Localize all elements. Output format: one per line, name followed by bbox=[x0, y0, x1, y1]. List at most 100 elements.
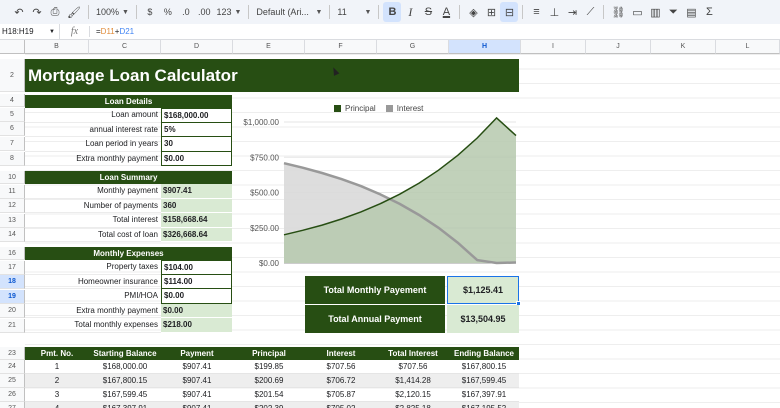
table-cell[interactable]: $907.41 bbox=[182, 376, 212, 385]
table-cell[interactable]: $2,120.15 bbox=[395, 390, 431, 399]
row-header-20[interactable]: 20 bbox=[0, 304, 25, 318]
row-header-10[interactable]: 10 bbox=[0, 171, 25, 184]
undo-icon[interactable]: ↶ bbox=[14, 6, 24, 19]
font-select[interactable]: Default (Ari... ▼ bbox=[256, 7, 323, 17]
pmi-hoa-input[interactable]: $0.00 bbox=[161, 289, 232, 304]
column-header-c[interactable]: C bbox=[89, 40, 161, 54]
more-formats-select[interactable]: 123 ▼ bbox=[216, 7, 242, 17]
row-header-27[interactable]: 27 bbox=[0, 402, 25, 408]
table-cell[interactable]: $167,397.91 bbox=[89, 402, 161, 408]
column-header-h[interactable]: H bbox=[449, 40, 521, 54]
row-header-18[interactable]: 18 bbox=[0, 275, 25, 289]
functions-icon[interactable]: Σ bbox=[705, 6, 713, 18]
total-monthly-payment-value[interactable]: $1,125.41 bbox=[447, 276, 521, 306]
column-header-e[interactable]: E bbox=[233, 40, 305, 54]
paint-format-icon[interactable]: 🖌 bbox=[67, 6, 81, 19]
table-cell[interactable]: 3 bbox=[54, 390, 60, 399]
formula-input[interactable]: =D11+D21 bbox=[96, 27, 135, 36]
monthly-payment-value[interactable]: $907.41 bbox=[161, 184, 232, 199]
row-header-17[interactable]: 17 bbox=[0, 261, 25, 275]
italic-icon[interactable]: I bbox=[408, 4, 413, 19]
property-taxes-input[interactable]: $104.00 bbox=[161, 260, 232, 275]
redo-icon[interactable]: ↷ bbox=[32, 6, 42, 19]
currency-format-button[interactable]: $ bbox=[147, 7, 153, 17]
homeowner-insurance-input[interactable]: $114.00 bbox=[161, 274, 232, 289]
total-monthly-expenses-value[interactable]: $218.00 bbox=[161, 318, 232, 333]
principal-interest-chart[interactable]: Principal Interest $1,000.00 $750.00 $500.… bbox=[237, 96, 519, 274]
insert-comment-icon[interactable]: ▭ bbox=[632, 6, 643, 19]
table-cell[interactable]: $907.41 bbox=[182, 390, 212, 399]
column-header-k[interactable]: K bbox=[651, 40, 716, 54]
row-header-25[interactable]: 25 bbox=[0, 374, 25, 388]
increase-decimal-button[interactable]: .00 bbox=[197, 7, 211, 17]
filter-views-icon[interactable]: ▤ bbox=[686, 6, 697, 19]
table-cell[interactable]: $706.72 bbox=[326, 376, 356, 385]
table-cell[interactable]: 2 bbox=[54, 376, 60, 385]
table-cell[interactable]: $200.69 bbox=[254, 376, 284, 385]
row-header-19[interactable]: 19 bbox=[0, 290, 25, 304]
expenses-extra-payment-value[interactable]: $0.00 bbox=[161, 303, 232, 318]
print-icon[interactable]: ⎙ bbox=[50, 5, 60, 18]
vertical-align-icon[interactable]: ⊥ bbox=[549, 6, 560, 19]
column-header-f[interactable]: F bbox=[305, 40, 377, 54]
table-cell[interactable]: 4 bbox=[25, 402, 89, 408]
strikethrough-icon[interactable]: S bbox=[424, 6, 433, 18]
column-header-g[interactable]: G bbox=[377, 40, 449, 54]
total-annual-payment-value[interactable]: $13,504.95 bbox=[447, 305, 519, 333]
table-cell[interactable]: $167,800.15 bbox=[461, 362, 507, 371]
font-size-select[interactable]: 11 ▼ bbox=[337, 7, 372, 17]
extra-payment-input[interactable]: $0.00 bbox=[161, 151, 232, 166]
insert-chart-icon[interactable]: ▥ bbox=[650, 6, 661, 19]
table-cell[interactable]: $707.56 bbox=[326, 362, 356, 371]
column-header-j[interactable]: J bbox=[586, 40, 651, 54]
borders-icon[interactable]: ⊞ bbox=[486, 6, 497, 19]
row-header-24[interactable]: 24 bbox=[0, 360, 25, 374]
table-cell[interactable]: $167,599.45 bbox=[461, 376, 507, 385]
table-cell[interactable]: $907.41 bbox=[182, 362, 212, 371]
row-header-4[interactable]: 4 bbox=[0, 94, 25, 107]
row-header-5[interactable]: 5 bbox=[0, 108, 25, 122]
column-header-l[interactable]: L bbox=[716, 40, 780, 54]
number-of-payments-value[interactable]: 360 bbox=[161, 198, 232, 213]
horizontal-align-icon[interactable]: ≡ bbox=[533, 6, 540, 18]
table-cell[interactable]: $707.56 bbox=[398, 362, 428, 371]
row-header-26[interactable]: 26 bbox=[0, 388, 25, 402]
table-cell[interactable]: $2,825.18 bbox=[377, 402, 449, 408]
table-cell[interactable]: $201.54 bbox=[254, 390, 284, 399]
table-cell[interactable]: $705.87 bbox=[326, 390, 356, 399]
loan-period-input[interactable]: 30 bbox=[161, 137, 232, 152]
fill-color-icon[interactable]: ◈ bbox=[469, 6, 478, 19]
table-cell[interactable]: $167,800.15 bbox=[102, 376, 148, 385]
row-header-8[interactable]: 8 bbox=[0, 152, 25, 166]
total-cost-value[interactable]: $326,668.64 bbox=[161, 227, 232, 242]
name-box[interactable]: H18:H19 ▼ bbox=[0, 23, 60, 40]
filter-icon[interactable]: ⏷ bbox=[668, 5, 678, 18]
column-header-d[interactable]: D bbox=[161, 40, 233, 54]
row-header-16[interactable]: 16 bbox=[0, 247, 25, 260]
text-rotation-icon[interactable]: ⟋ bbox=[586, 5, 595, 18]
row-header-21[interactable]: 21 bbox=[0, 319, 25, 333]
table-cell[interactable]: $167,397.91 bbox=[461, 390, 507, 399]
column-header-i[interactable]: I bbox=[521, 40, 586, 54]
insert-link-icon[interactable]: ⛓ bbox=[611, 6, 626, 19]
merge-cells-icon[interactable]: ⊟ bbox=[500, 2, 519, 22]
table-cell[interactable]: 1 bbox=[54, 362, 60, 371]
row-header-23[interactable]: 23 bbox=[0, 347, 25, 360]
table-cell[interactable]: $705.02 bbox=[305, 402, 377, 408]
text-wrapping-icon[interactable]: ⇥ bbox=[567, 6, 578, 19]
text-color-icon[interactable]: A bbox=[442, 6, 451, 18]
select-all-corner[interactable] bbox=[0, 40, 25, 54]
bold-icon[interactable]: B bbox=[383, 2, 402, 22]
table-cell[interactable]: $907.41 bbox=[161, 402, 233, 408]
row-header-12[interactable]: 12 bbox=[0, 199, 25, 213]
zoom-select[interactable]: 100% ▼ bbox=[95, 7, 129, 17]
table-cell[interactable]: $1,414.28 bbox=[395, 376, 431, 385]
percent-format-button[interactable]: % bbox=[163, 7, 172, 17]
column-header-b[interactable]: B bbox=[25, 40, 89, 54]
table-cell[interactable]: $199.85 bbox=[254, 362, 284, 371]
loan-amount-input[interactable]: $168,000.00 bbox=[161, 108, 232, 123]
row-header-14[interactable]: 14 bbox=[0, 228, 25, 242]
decrease-decimal-button[interactable]: .0 bbox=[182, 7, 190, 17]
table-cell[interactable]: $202.39 bbox=[233, 402, 305, 408]
total-interest-value[interactable]: $158,668.64 bbox=[161, 213, 232, 228]
